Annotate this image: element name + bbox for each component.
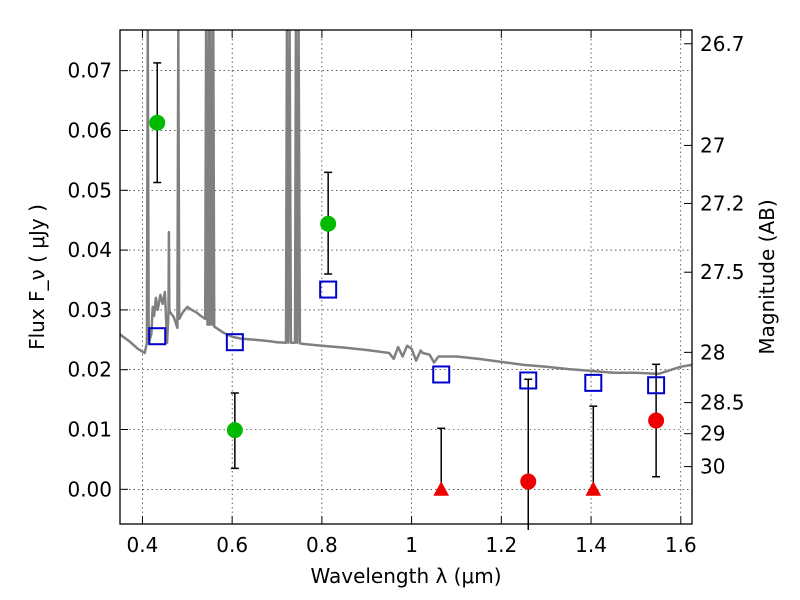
model-point — [584, 373, 603, 392]
model-point — [432, 365, 451, 384]
spectrum-line — [120, 30, 692, 376]
right-tick-label: 27.2 — [700, 191, 745, 215]
marker-layer — [148, 62, 666, 530]
y-tick-label: 0.04 — [67, 238, 112, 262]
detection-point — [149, 114, 166, 131]
y-tick-label: 0.00 — [67, 477, 112, 501]
upper-limit-point — [585, 481, 602, 496]
right-tick-label: 28 — [700, 340, 725, 364]
x-tick-label: 1.4 — [575, 533, 607, 557]
detection-point — [226, 422, 243, 439]
detection-point — [320, 215, 337, 232]
x-tick-label: 1.2 — [485, 533, 517, 557]
nondetection-point — [648, 412, 665, 429]
right-tick-label: 28.5 — [700, 391, 745, 415]
y-tick-label: 0.01 — [67, 418, 112, 442]
right-tick-label: 27.5 — [700, 260, 745, 284]
x-tick-label: 1.6 — [665, 533, 697, 557]
ticks: 0.4 0.6 0.8 1 1.2 1.4 1.6 0.00 0.01 0.02 0.03 0.04 0… — [67, 30, 745, 557]
x-tick-label: 1 — [405, 533, 418, 557]
y-axis-label: Flux F_ν ( μJy ) — [25, 204, 49, 350]
model-point — [319, 280, 338, 299]
x-axis-label: Wavelength λ (μm) — [310, 564, 501, 588]
right-axis-label: Magnitude (AB) — [755, 199, 779, 354]
upper-limit-point — [433, 481, 450, 496]
x-tick-label: 0.8 — [306, 533, 338, 557]
nondetection-point — [520, 473, 537, 490]
y-tick-label: 0.05 — [67, 178, 112, 202]
x-tick-label: 0.6 — [216, 533, 248, 557]
model-point — [148, 327, 167, 346]
x-tick-label: 0.4 — [127, 533, 159, 557]
plot-area — [120, 30, 692, 376]
right-tick-label: 26.7 — [700, 32, 745, 56]
right-tick-label: 29 — [700, 422, 725, 446]
right-tick-label: 27 — [700, 133, 725, 157]
plot-background — [120, 30, 692, 524]
model-point — [225, 333, 244, 352]
model-point — [647, 376, 666, 395]
y-tick-label: 0.02 — [67, 358, 112, 382]
right-tick-label: 30 — [700, 455, 725, 479]
y-tick-label: 0.06 — [67, 118, 112, 142]
y-tick-label: 0.03 — [67, 298, 112, 322]
plot-frame — [119, 29, 693, 525]
model-point — [519, 371, 538, 390]
y-tick-label: 0.07 — [67, 59, 112, 83]
